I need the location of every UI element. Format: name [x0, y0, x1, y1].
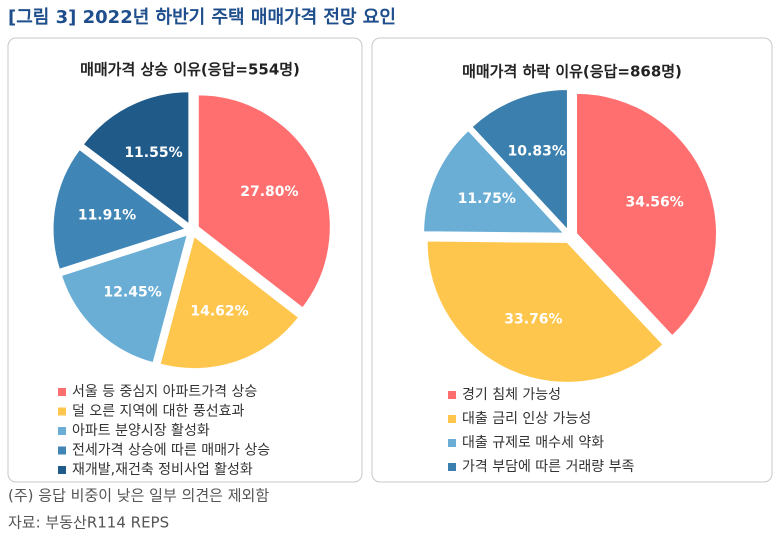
legend-label: 가격 부담에 따른 거래량 부족	[462, 459, 634, 475]
data-label: 12.45%	[103, 284, 161, 300]
pie-slice	[576, 92, 717, 337]
data-label: 11.55%	[124, 145, 182, 161]
legend-marker	[58, 407, 66, 416]
data-label: 11.91%	[78, 208, 136, 224]
legend-label: 재개발,재건축 정비사업 활성화	[72, 462, 253, 478]
data-label: 11.75%	[458, 191, 516, 207]
pie-slice	[426, 240, 664, 383]
legend-marker	[448, 439, 456, 447]
legend-marker	[58, 388, 66, 396]
legend-label: 대출 규제로 매수세 약화	[462, 435, 604, 451]
pie-slice	[52, 148, 187, 270]
figure-title: [그림 3] 2022년 하반기 주택 매매가격 전망 요인	[8, 7, 396, 28]
chart-title: 매매가격 상승 이유(응답=554명)	[80, 61, 300, 79]
legend-label: 덜 오른 지역에 대한 풍선효과	[72, 404, 244, 420]
legend-label: 경기 침체 가능성	[462, 387, 561, 403]
chart-title: 매매가격 하락 이유(응답=868명)	[462, 63, 682, 81]
legend-label: 대출 금리 인상 가능성	[462, 411, 591, 427]
legend-marker	[58, 466, 66, 474]
legend-marker	[58, 427, 66, 435]
legend-marker	[448, 463, 456, 471]
source: 자료: 부동산R114 REPS	[8, 514, 169, 532]
legend-marker	[448, 415, 456, 423]
data-label: 14.62%	[190, 304, 248, 320]
data-label: 27.80%	[240, 184, 298, 200]
data-label: 34.56%	[625, 195, 683, 211]
pie-slice	[423, 129, 565, 234]
legend-label: 서울 등 중심지 아파트가격 상승	[72, 384, 257, 400]
data-label: 10.83%	[508, 143, 566, 159]
legend-label: 아파트 분양시장 활성화	[72, 423, 210, 439]
pie-slice	[197, 94, 331, 309]
legend-marker	[448, 391, 456, 399]
pie-slice	[60, 234, 188, 364]
pie-slice	[159, 235, 300, 370]
data-label: 33.76%	[504, 311, 562, 327]
pie-slice	[471, 88, 568, 231]
legend-marker	[58, 446, 66, 455]
pie-slice	[82, 91, 190, 225]
note: (주) 응답 비중이 낮은 일부 의견은 제외함	[8, 487, 269, 505]
legend-label: 전세가격 상승에 따른 매매가 상승	[72, 443, 270, 459]
